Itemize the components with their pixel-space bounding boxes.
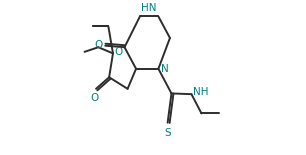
Text: O: O bbox=[90, 93, 99, 103]
Text: O: O bbox=[94, 40, 102, 50]
Text: S: S bbox=[164, 128, 171, 138]
Text: O: O bbox=[114, 47, 123, 57]
Text: N: N bbox=[161, 64, 169, 74]
Text: HN: HN bbox=[141, 3, 157, 13]
Text: NH: NH bbox=[193, 87, 208, 97]
